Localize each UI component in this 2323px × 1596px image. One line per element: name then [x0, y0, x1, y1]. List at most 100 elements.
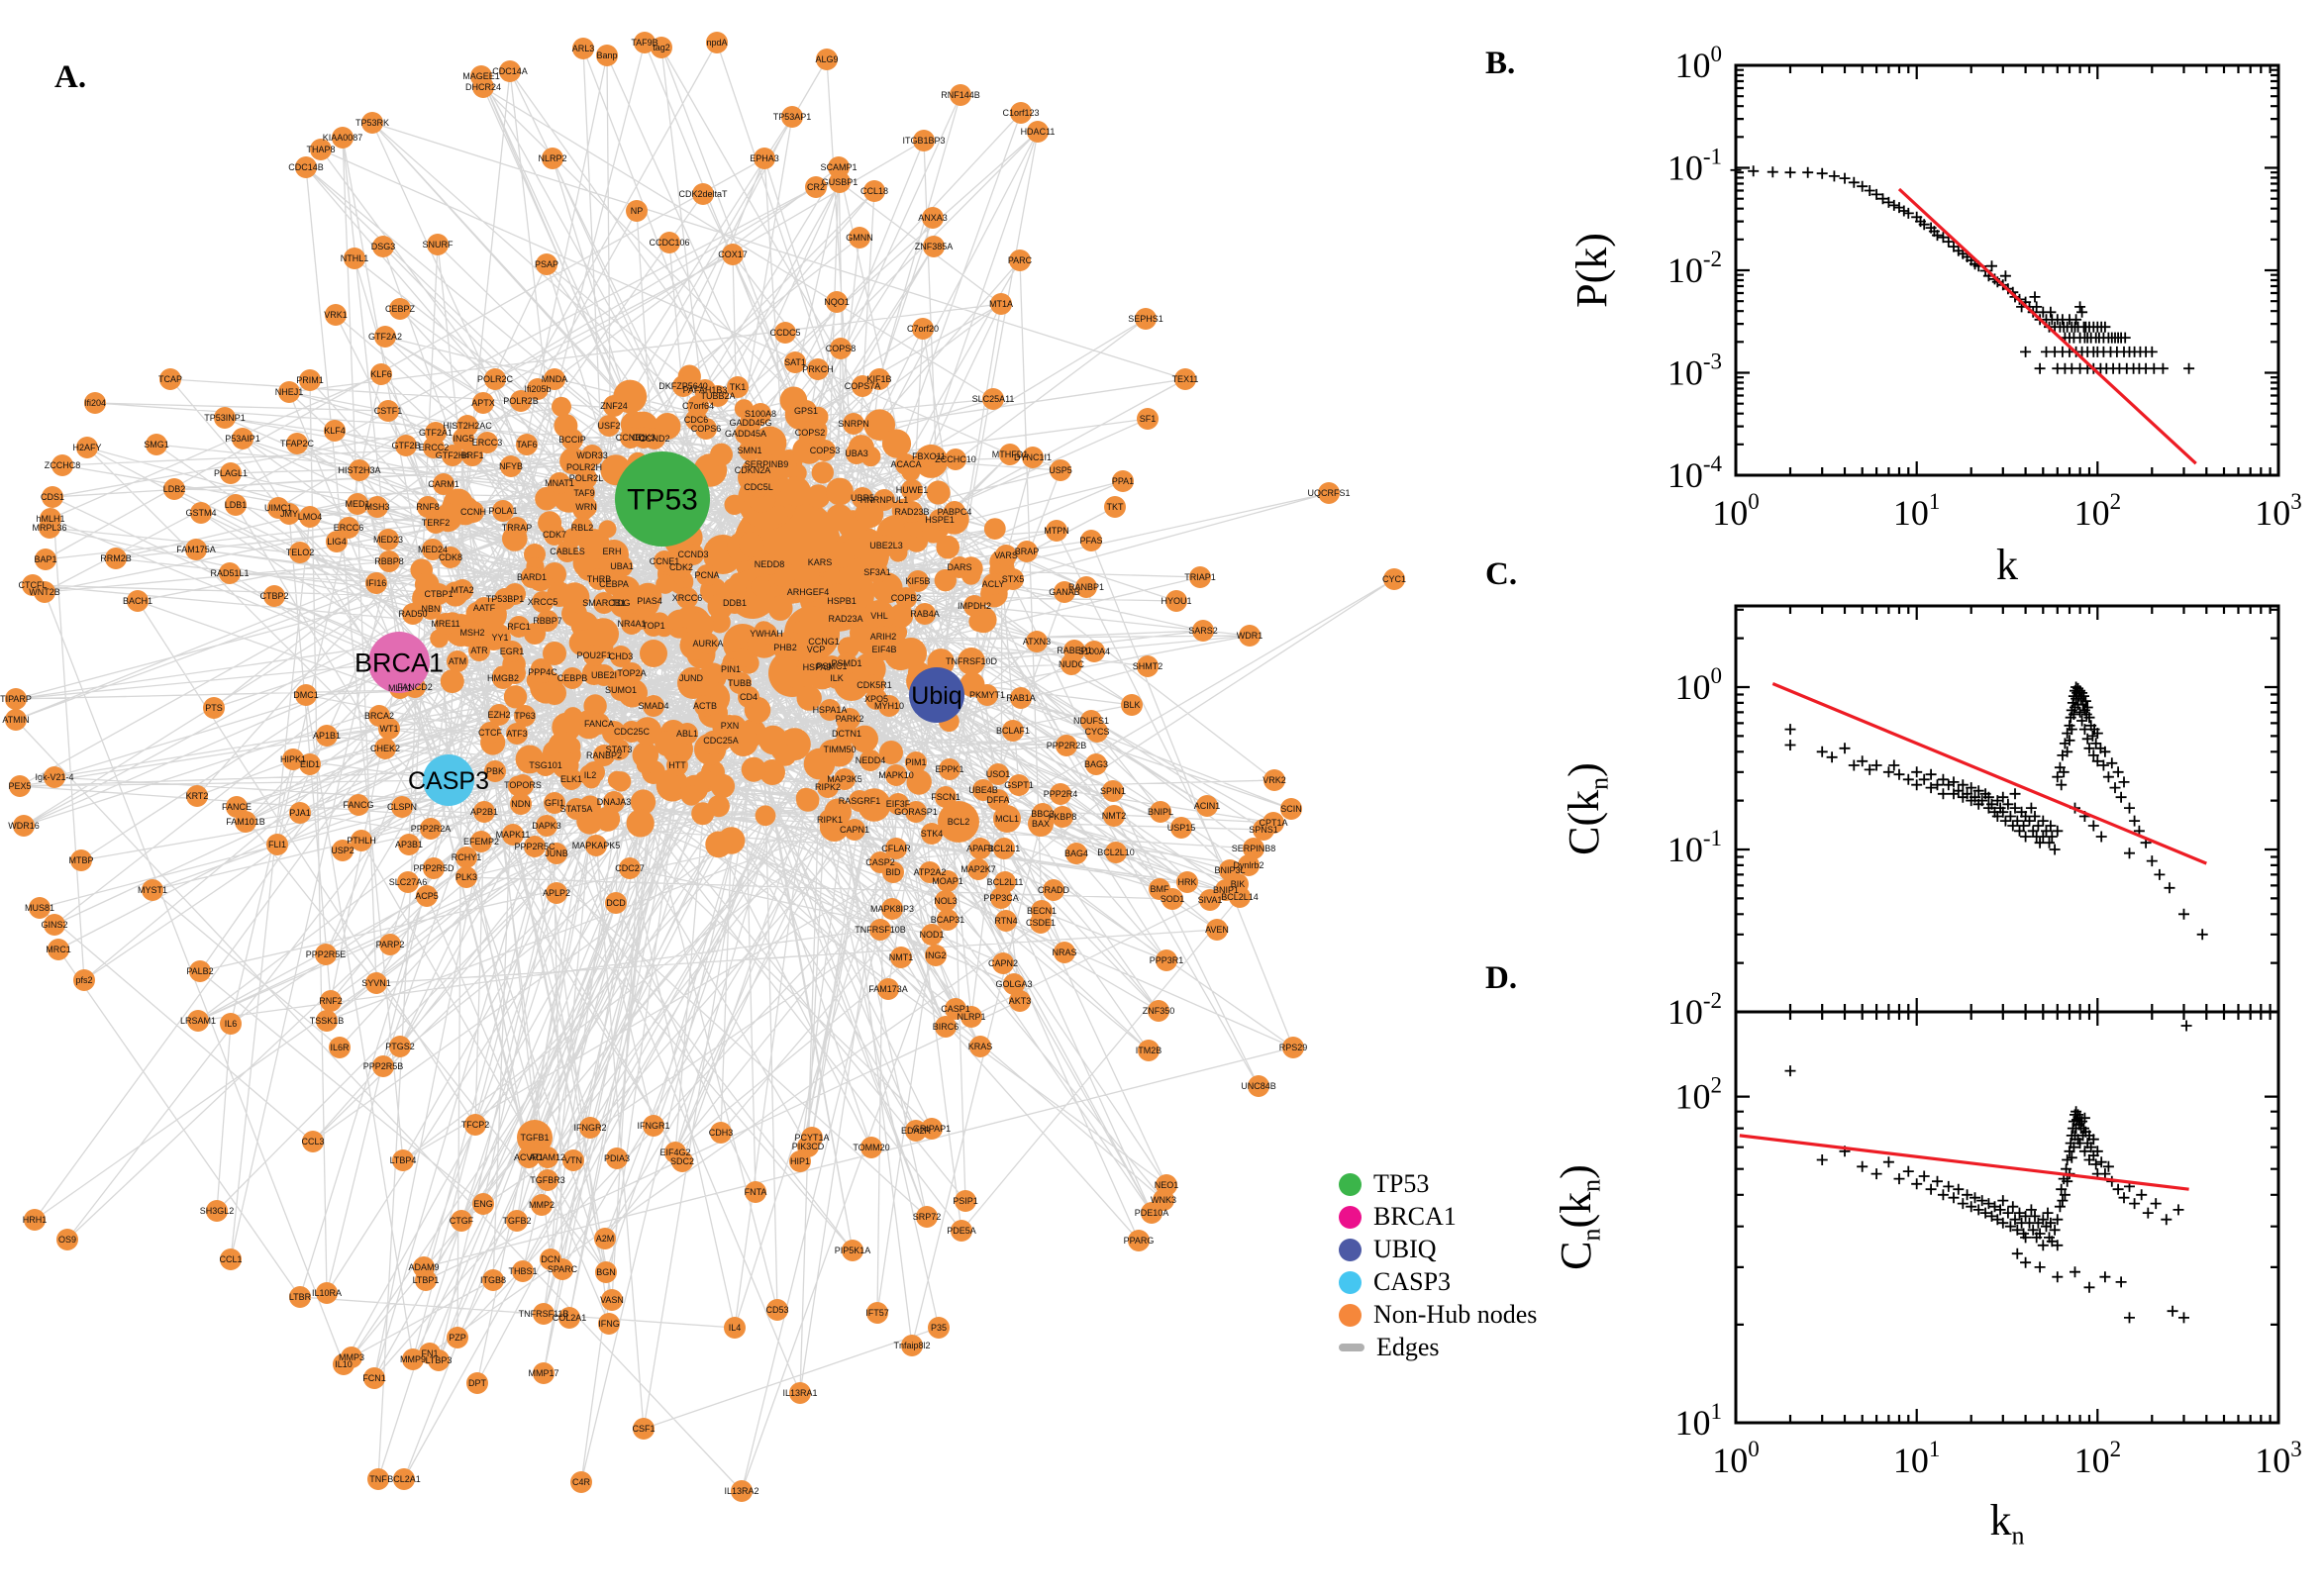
svg-text:NDN: NDN: [511, 799, 531, 809]
svg-text:FKBP8: FKBP8: [1049, 812, 1077, 822]
svg-text:EID1: EID1: [300, 759, 320, 769]
svg-text:hMLH1: hMLH1: [36, 514, 64, 524]
svg-text:WNT2B: WNT2B: [29, 587, 60, 597]
svg-text:RAB1A: RAB1A: [1006, 693, 1036, 703]
svg-text:SRP72: SRP72: [913, 1212, 942, 1222]
svg-text:SEPHS1: SEPHS1: [1128, 314, 1163, 324]
legend-label: Non-Hub nodes: [1373, 1300, 1538, 1329]
fit-line: [1897, 187, 2197, 465]
svg-text:BID: BID: [885, 867, 901, 877]
svg-text:STK4: STK4: [921, 829, 944, 839]
svg-text:MTBP: MTBP: [68, 855, 93, 865]
svg-text:CDC5L: CDC5L: [744, 482, 773, 492]
svg-text:MTHFD1: MTHFD1: [992, 449, 1029, 459]
svg-text:CCDC5: CCDC5: [769, 328, 800, 338]
svg-text:THBS1: THBS1: [508, 1266, 537, 1276]
svg-text:CDK2deltaT: CDK2deltaT: [678, 189, 728, 199]
svg-text:RNF2: RNF2: [319, 996, 343, 1006]
svg-text:ZNF385A: ZNF385A: [915, 242, 954, 251]
svg-text:ACP5: ACP5: [415, 891, 439, 901]
svg-text:CTBP2: CTBP2: [259, 591, 288, 601]
svg-text:TELO2: TELO2: [286, 548, 315, 557]
svg-text:UBA1: UBA1: [610, 561, 634, 571]
svg-text:STAT5A: STAT5A: [560, 804, 593, 814]
svg-text:RPS29: RPS29: [1279, 1043, 1308, 1052]
svg-text:BIK: BIK: [1231, 879, 1246, 889]
svg-text:TIMM50: TIMM50: [823, 745, 856, 754]
svg-text:PPA1: PPA1: [1112, 476, 1134, 486]
svg-text:PTS: PTS: [205, 703, 223, 713]
svg-text:NOL3: NOL3: [934, 896, 958, 906]
svg-text:CHD3: CHD3: [609, 651, 634, 661]
svg-text:pfs2: pfs2: [75, 975, 92, 985]
svg-text:NLRP1: NLRP1: [957, 1012, 985, 1022]
svg-text:UBE2L3: UBE2L3: [869, 541, 903, 550]
svg-text:MRPL36: MRPL36: [32, 523, 66, 533]
svg-text:PPP4C: PPP4C: [528, 667, 557, 677]
svg-text:VTN: VTN: [564, 1155, 582, 1165]
svg-text:RASGRF1: RASGRF1: [839, 796, 881, 806]
svg-text:ILK: ILK: [830, 673, 844, 683]
svg-text:AVEN: AVEN: [1205, 925, 1229, 935]
svg-text:LTBP1: LTBP1: [413, 1275, 440, 1285]
svg-text:PFAS: PFAS: [1079, 536, 1102, 546]
svg-text:SF1: SF1: [1140, 414, 1157, 424]
svg-text:PPP3CA: PPP3CA: [983, 893, 1019, 903]
svg-text:PRKCH: PRKCH: [802, 364, 834, 374]
svg-text:C4R: C4R: [572, 1477, 591, 1487]
x-axis-label: k: [1996, 541, 2018, 589]
svg-text:NEDD4: NEDD4: [856, 755, 886, 765]
svg-text:NMT2: NMT2: [1102, 811, 1127, 821]
svg-text:COPS3: COPS3: [810, 446, 841, 455]
svg-text:CAPN2: CAPN2: [988, 958, 1018, 968]
chart-ticks: [1734, 606, 2280, 1014]
svg-text:PSMD1: PSMD1: [831, 658, 861, 668]
x-tick-label: 100: [1712, 489, 1760, 533]
svg-text:HSPB1: HSPB1: [827, 596, 857, 606]
svg-text:RNF8: RNF8: [416, 502, 440, 512]
scatter-points: [1784, 1020, 2192, 1324]
svg-text:CDC6: CDC6: [684, 415, 709, 425]
svg-text:GUSBP1: GUSBP1: [822, 177, 858, 187]
svg-text:NR4A1: NR4A1: [617, 619, 646, 629]
svg-text:DCD: DCD: [606, 898, 626, 908]
svg-text:UIMC1: UIMC1: [264, 503, 292, 513]
svg-text:PEX5: PEX5: [8, 781, 31, 791]
svg-text:BRF1: BRF1: [460, 450, 483, 460]
svg-text:ACIN1: ACIN1: [1194, 801, 1221, 811]
svg-text:UBE4B: UBE4B: [968, 785, 998, 795]
svg-text:MCL1: MCL1: [995, 814, 1019, 824]
svg-text:CD53: CD53: [765, 1305, 788, 1315]
svg-text:PPARG: PPARG: [1124, 1236, 1155, 1246]
svg-text:FANCD2: FANCD2: [397, 682, 433, 692]
svg-text:TKT: TKT: [1107, 502, 1125, 512]
svg-text:CYC1: CYC1: [1382, 574, 1406, 584]
svg-text:FN1: FN1: [421, 1348, 438, 1358]
svg-text:CSTF1: CSTF1: [374, 406, 403, 416]
svg-text:MAP2K7: MAP2K7: [960, 864, 996, 874]
svg-text:CFLAR: CFLAR: [881, 844, 911, 853]
svg-text:ZNF350: ZNF350: [1143, 1006, 1175, 1016]
svg-text:ITGB8: ITGB8: [480, 1275, 506, 1285]
svg-text:XRCC6: XRCC6: [672, 593, 703, 603]
svg-text:WDR1: WDR1: [1237, 631, 1263, 641]
svg-text:LIG4: LIG4: [327, 537, 347, 547]
svg-text:PPP3R1: PPP3R1: [1150, 955, 1184, 965]
svg-text:USP5: USP5: [1049, 465, 1072, 475]
svg-text:ATMIN: ATMIN: [2, 715, 29, 725]
svg-text:H2AFY: H2AFY: [72, 443, 101, 452]
x-tick-label: 100: [1712, 1437, 1760, 1480]
svg-text:HIST2H3A: HIST2H3A: [338, 465, 380, 475]
svg-text:JMY: JMY: [280, 509, 298, 519]
svg-text:UBE2I: UBE2I: [591, 670, 617, 680]
svg-text:Ifi205b: Ifi205b: [524, 384, 551, 394]
legend-label: TP53: [1373, 1169, 1430, 1198]
svg-text:PTGS2: PTGS2: [385, 1042, 415, 1051]
svg-text:KIAA0087: KIAA0087: [323, 133, 363, 143]
svg-text:MAPK10: MAPK10: [878, 770, 914, 780]
svg-text:ANXA3: ANXA3: [918, 213, 948, 223]
svg-text:FANCA: FANCA: [584, 719, 614, 729]
svg-text:SMG1: SMG1: [144, 440, 169, 449]
svg-text:RANBP1: RANBP1: [1068, 582, 1104, 592]
svg-text:CDC27: CDC27: [615, 863, 645, 873]
